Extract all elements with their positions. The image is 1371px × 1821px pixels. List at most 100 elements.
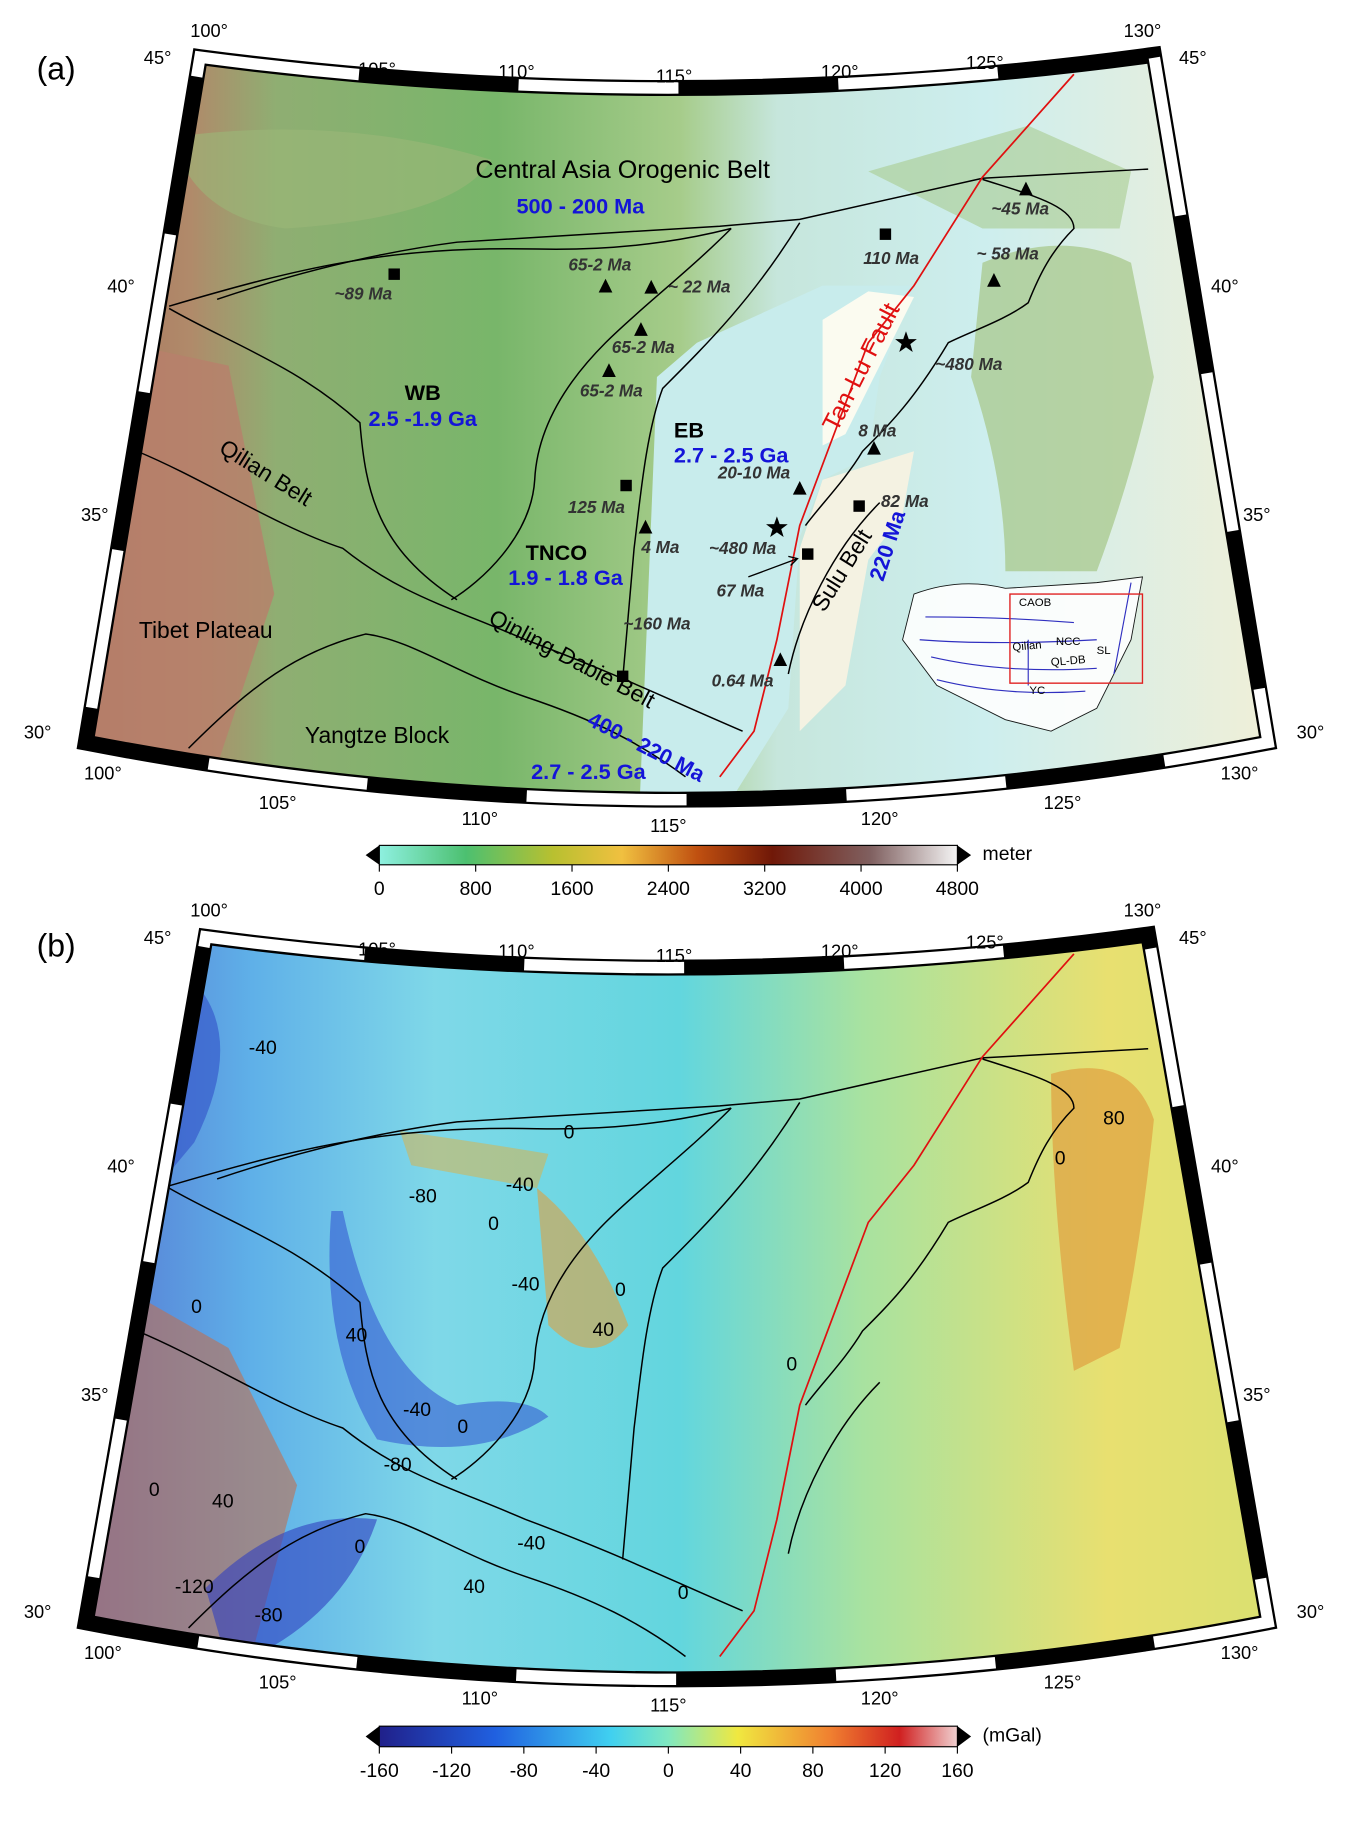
- contour-label: 40: [592, 1319, 614, 1341]
- triangle-marker: [792, 480, 807, 495]
- lon-label: 130°: [1124, 899, 1162, 920]
- square-marker: [620, 479, 632, 492]
- annotation: CAOB: [1019, 597, 1051, 609]
- boundary-line: [450, 227, 732, 601]
- gravity-anomaly: [85, 934, 1269, 1680]
- contour-label: -80: [384, 1454, 412, 1476]
- lon-label: 100°: [84, 762, 122, 783]
- contour-label: 0: [786, 1353, 797, 1375]
- fault-line: [719, 953, 1075, 1658]
- contour-label: 0: [355, 1536, 366, 1558]
- panel-label: (b): [37, 928, 76, 964]
- square-marker: [388, 268, 400, 280]
- colorbar: [378, 1725, 958, 1748]
- square-marker: [802, 548, 814, 560]
- contour-label: -80: [254, 1605, 282, 1627]
- frame-ticks: [79, 928, 1275, 1686]
- contour-label: -120: [175, 1576, 214, 1598]
- annotation: SL: [1097, 645, 1111, 657]
- colorbar-tick-label: 120: [869, 1760, 902, 1782]
- boundary-line: [188, 1512, 686, 1658]
- lat-label: 35°: [81, 1384, 109, 1405]
- lat-label: 30°: [1297, 721, 1325, 742]
- lon-label: 115°: [656, 945, 692, 966]
- lat-label: 45°: [1179, 927, 1207, 948]
- lon-label: 100°: [190, 20, 228, 41]
- triangle-marker: [867, 440, 881, 455]
- colorbar-tick-label: 3200: [743, 878, 786, 900]
- boundaries: [136, 73, 1149, 778]
- contour-label: 0: [457, 1416, 468, 1438]
- square-marker: [879, 228, 892, 240]
- annotation: 4 Ma: [640, 537, 680, 557]
- star-marker: [895, 331, 917, 352]
- lat-label: 35°: [1243, 504, 1271, 525]
- square-marker: [853, 500, 865, 512]
- colorbar-tick-label: -160: [360, 1760, 399, 1782]
- annotation: 2.7 - 2.5 Ga: [531, 759, 646, 784]
- annotation: QL-DB: [1050, 654, 1086, 669]
- boundary-line: [136, 450, 743, 732]
- lon-label: 130°: [1221, 1642, 1259, 1663]
- contour-label: 40: [463, 1576, 485, 1598]
- annotation: EB: [674, 418, 704, 443]
- boundary-line: [168, 1187, 458, 1481]
- colorbar-tick-label: 0: [374, 878, 385, 900]
- annotation: 110 Ma: [863, 248, 919, 268]
- arrow: [748, 555, 799, 578]
- contour-label: -40: [517, 1533, 545, 1555]
- annotation: 0.64 Ma: [712, 671, 774, 691]
- lon-label: 110°: [462, 808, 498, 829]
- lon-label: 120°: [861, 808, 899, 829]
- annotation: ~45 Ma: [991, 199, 1049, 219]
- lon-label: 115°: [650, 1695, 686, 1716]
- annotation: 500 - 200 Ma: [516, 194, 645, 219]
- star-marker: [766, 516, 788, 538]
- colorbar-tick-label: 4800: [936, 878, 979, 900]
- colorbar-tick-label: 40: [730, 1760, 752, 1782]
- colorbar-tick-label: -80: [510, 1760, 538, 1782]
- annotation: ~89 Ma: [335, 283, 393, 303]
- boundary-line: [136, 1330, 743, 1612]
- annotation: 8 Ma: [858, 420, 897, 440]
- lat-label: 45°: [144, 47, 172, 68]
- annotation: 65-2 Ma: [580, 380, 643, 400]
- contour-label: 0: [615, 1279, 626, 1301]
- boundary-line: [188, 633, 686, 778]
- annotation: YC: [1029, 685, 1045, 697]
- annotation: Yangtze Block: [305, 722, 450, 748]
- colorbar-tick-label: 4000: [839, 878, 882, 900]
- colorbar-unit: meter: [983, 843, 1033, 865]
- lat-label: 30°: [1297, 1601, 1325, 1622]
- lon-label: 115°: [650, 815, 686, 836]
- panel-b: (b) 100° 105° 110° 115° 120° 125° 130° 100° 105°…: [24, 899, 1324, 1782]
- contour-label: -40: [512, 1273, 540, 1295]
- lon-label: 120°: [861, 1688, 899, 1709]
- lon-label: 100°: [190, 899, 228, 920]
- lat-label: 30°: [24, 721, 52, 742]
- lon-label: 110°: [498, 61, 534, 82]
- contour-label: 0: [488, 1213, 499, 1235]
- lat-label: 45°: [144, 927, 172, 948]
- annotation: WB: [405, 380, 441, 405]
- annotation: ~ 22 Ma: [668, 276, 731, 296]
- annotation: 65-2 Ma: [612, 337, 675, 357]
- contour-label: -40: [506, 1174, 534, 1196]
- inset-map: [902, 576, 1144, 732]
- contour-label: 0: [564, 1121, 575, 1143]
- colorbar-tick-label: 1600: [550, 878, 593, 900]
- boundary-line: [216, 168, 1149, 301]
- contour-label: 40: [212, 1490, 234, 1512]
- colorbar-tick-label: 0: [663, 1760, 674, 1782]
- panel-a: (a) 100° 105° 110° 115° 120° 125° 130° 100° 105°…: [24, 20, 1324, 900]
- lon-label: 100°: [84, 1642, 122, 1663]
- topography: [85, 54, 1269, 800]
- lon-label: 125°: [1044, 792, 1082, 813]
- lon-label: 105°: [259, 1672, 297, 1693]
- lat-label: 30°: [24, 1601, 52, 1622]
- contour-label: 40: [346, 1325, 368, 1347]
- annotation: 125 Ma: [568, 497, 626, 517]
- annotation: 1.9 - 1.8 Ga: [508, 565, 623, 590]
- contour-label: 0: [191, 1296, 202, 1318]
